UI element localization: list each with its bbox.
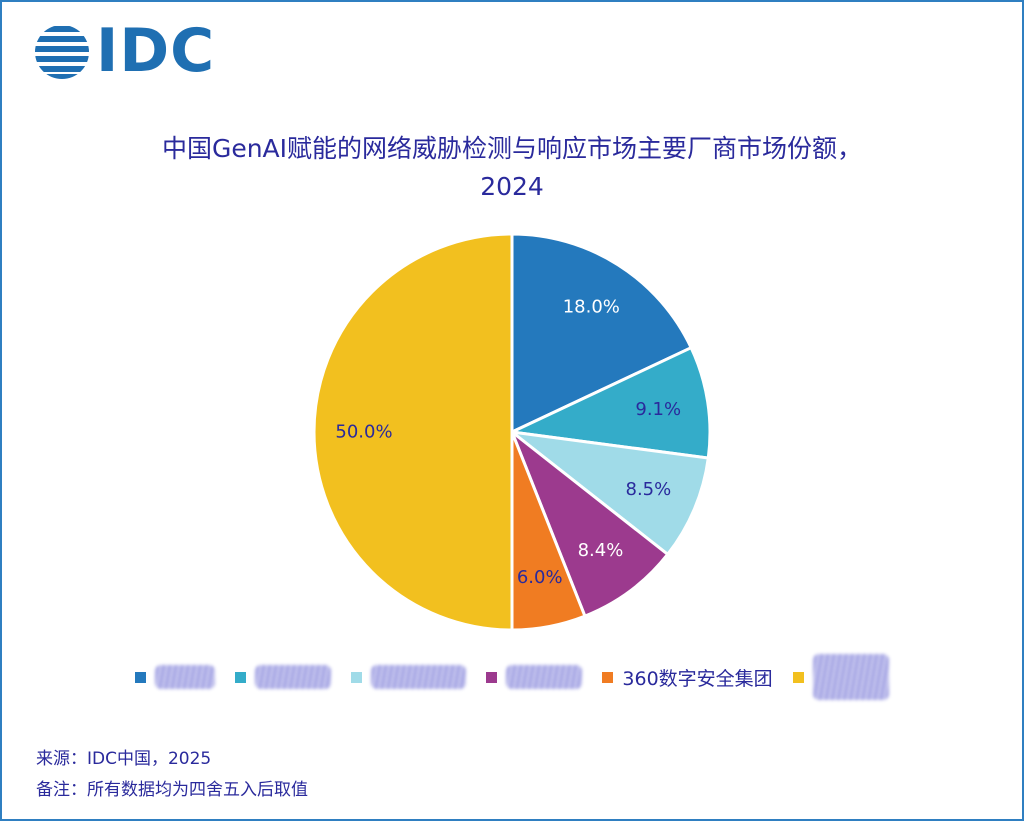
- legend-label-4: 360数字安全集团: [622, 667, 773, 690]
- remark-note: 备注：所有数据均为四舍五入后取值: [36, 780, 308, 800]
- legend-swatch-3: [486, 671, 498, 683]
- data-label-2: 8.5%: [626, 479, 672, 500]
- legend-label-0: 奇安信: [155, 665, 216, 689]
- pie-slice-5: [312, 232, 514, 632]
- idc-logo: IDC: [34, 16, 234, 86]
- chart-title: 中国GenAI赋能的网络威胁检测与响应市场主要厂商市场份额， 2024: [2, 130, 1022, 206]
- data-label-1: 9.1%: [635, 399, 681, 420]
- data-label-3: 8.4%: [578, 540, 624, 561]
- legend-item-4: 360数字安全集团: [602, 662, 773, 692]
- pie-slice-0: [510, 232, 694, 435]
- data-label-4: 6.0%: [517, 567, 563, 588]
- legend-swatch-5: [792, 671, 804, 683]
- legend-swatch-4: [602, 671, 614, 683]
- pie-slice-1: [506, 345, 712, 460]
- legend-label-5: 其他: [812, 654, 889, 700]
- legend-item-0: 奇安信: [135, 662, 216, 692]
- data-label-5: 50.0%: [335, 422, 392, 443]
- globe-logo-icon: [35, 26, 89, 79]
- legend-item-1: 绿盟科技: [235, 662, 332, 692]
- data-label-0: 18.0%: [563, 297, 620, 318]
- legend-item-5: 其他: [792, 654, 889, 700]
- legend-swatch-1: [235, 671, 247, 683]
- legend-swatch-0: [135, 671, 147, 683]
- legend-label-3: 安恒信息: [506, 665, 583, 689]
- source-note: 来源：IDC中国，2025: [36, 749, 212, 769]
- legend-label-2: 深信服科技: [371, 665, 467, 689]
- chart-title-line1: 中国GenAI赋能的网络威胁检测与响应市场主要厂商市场份额，: [161, 134, 863, 163]
- legend-label-1: 绿盟科技: [255, 665, 332, 689]
- legend: 奇安信 绿盟科技 深信服科技 安恒信息 360数字安全集团 其他: [2, 654, 1022, 700]
- legend-item-3: 安恒信息: [486, 662, 583, 692]
- logo-text: IDC: [96, 16, 216, 86]
- pie-slice-2: [506, 429, 710, 557]
- pie-slice-3: [508, 427, 670, 619]
- legend-swatch-2: [351, 671, 363, 683]
- legend-item-2: 深信服科技: [351, 662, 467, 692]
- chart-title-line2: 2024: [480, 172, 544, 201]
